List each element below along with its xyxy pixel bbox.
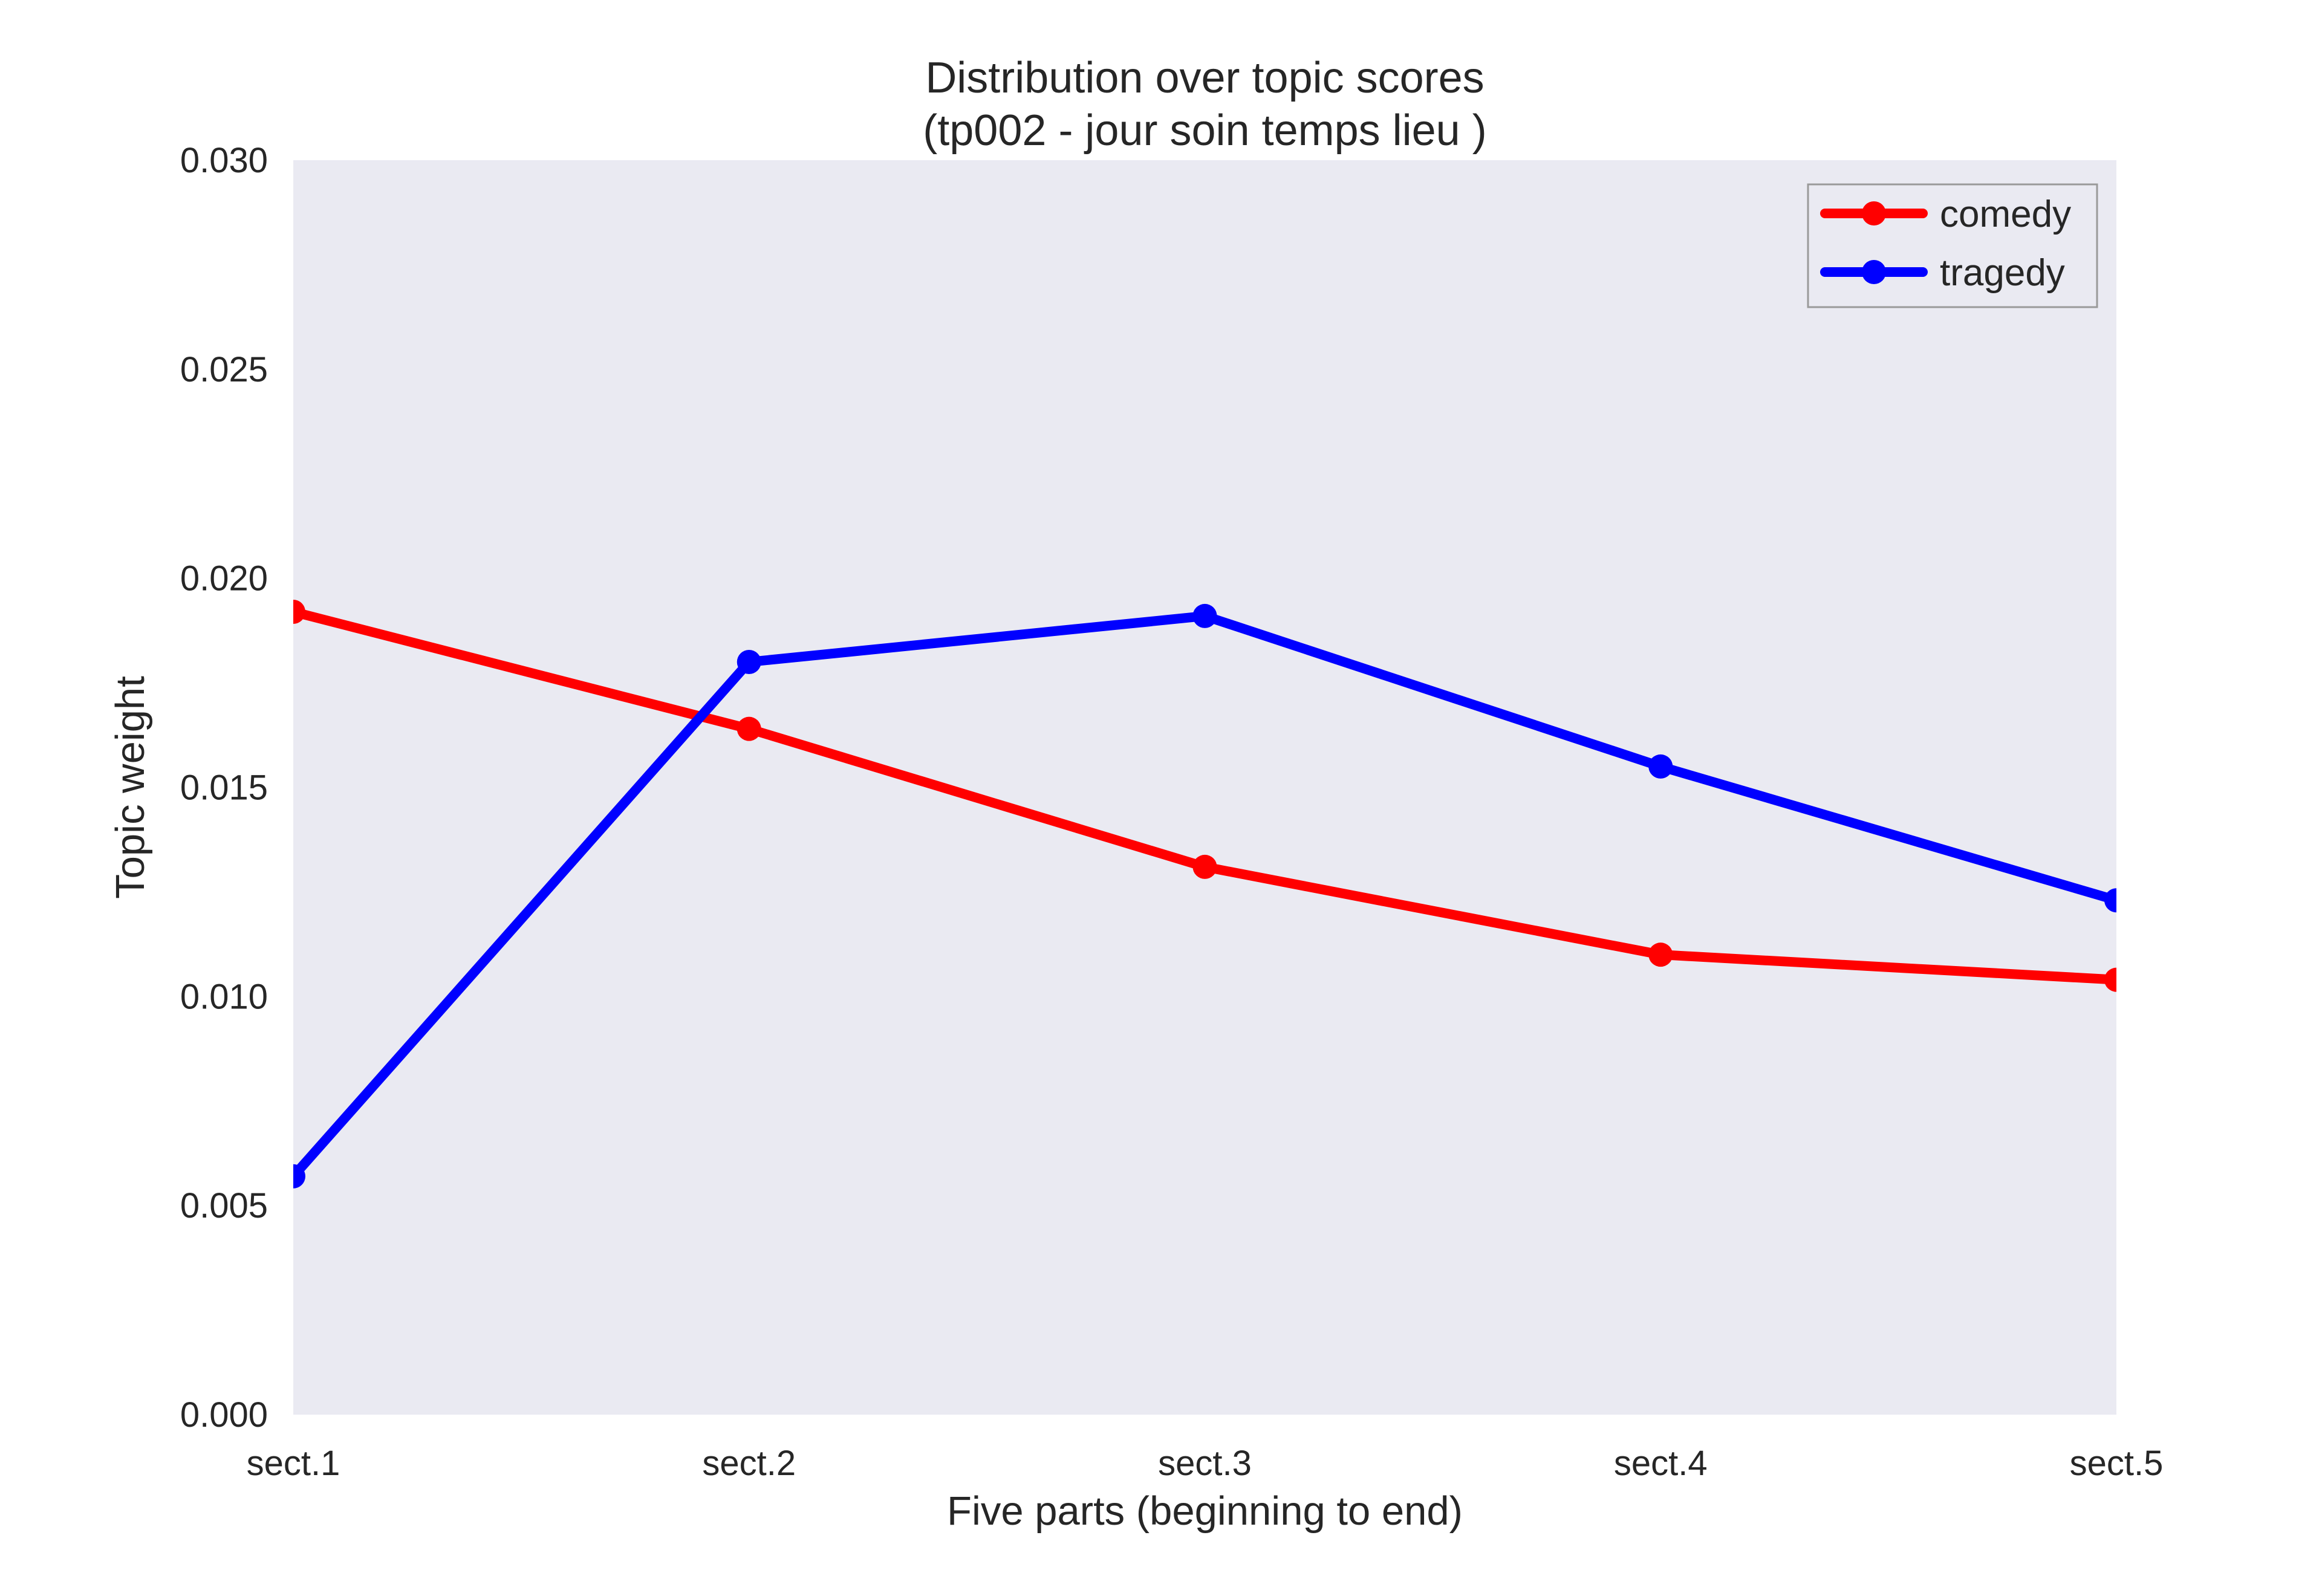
- data-point-comedy: [293, 600, 305, 624]
- x-axis-ticks: sect.1 sect.2 sect.3 sect.4 sect.5: [247, 1444, 2164, 1483]
- data-point-comedy: [2104, 967, 2116, 992]
- y-tick-label: 0.005: [180, 1186, 268, 1225]
- legend-marker: [1862, 260, 1886, 284]
- x-tick-label: sect.3: [1158, 1444, 1252, 1483]
- y-tick-label: 0.025: [180, 350, 268, 389]
- data-point-comedy: [1192, 854, 1217, 879]
- y-axis-label: Topic weight: [108, 676, 153, 899]
- series-tragedy: [293, 603, 2116, 1189]
- y-tick-label: 0.000: [180, 1395, 268, 1435]
- x-axis-label: Five parts (beginning to end): [947, 1488, 1463, 1534]
- data-point-tragedy: [737, 650, 761, 674]
- y-tick-label: 0.010: [180, 977, 268, 1016]
- legend-label: tragedy: [1940, 252, 2065, 294]
- chart-subtitle: (tp002 - jour soin temps lieu ): [923, 106, 1486, 155]
- y-tick-label: 0.030: [180, 141, 268, 180]
- x-tick-label: sect.5: [2070, 1444, 2164, 1483]
- y-tick-label: 0.020: [180, 559, 268, 598]
- legend-item: comedy: [1820, 193, 2071, 235]
- data-point-comedy: [1648, 942, 1673, 967]
- data-point-tragedy: [1192, 603, 1217, 628]
- data-point-tragedy: [1648, 754, 1673, 779]
- legend-item: tragedy: [1820, 252, 2065, 294]
- x-tick-label: sect.1: [247, 1444, 340, 1483]
- x-tick-label: sect.2: [702, 1444, 796, 1483]
- y-tick-label: 0.015: [180, 768, 268, 808]
- legend-box: [1807, 183, 2098, 308]
- series-layer: [293, 600, 2116, 1189]
- y-axis-ticks: 0.000 0.005 0.010 0.015 0.020 0.025 0.030: [180, 141, 268, 1435]
- chart-title: Distribution over topic scores: [925, 54, 1484, 102]
- x-tick-label: sect.4: [1614, 1444, 1708, 1483]
- data-point-comedy: [737, 716, 761, 741]
- legend-label: comedy: [1940, 193, 2071, 235]
- series-comedy: [293, 600, 2116, 992]
- plot-area: [293, 160, 2116, 1415]
- data-point-tragedy: [293, 1164, 305, 1189]
- legend-marker: [1862, 201, 1886, 225]
- legend: comedy tragedy: [1807, 183, 2098, 308]
- data-point-tragedy: [2104, 888, 2116, 913]
